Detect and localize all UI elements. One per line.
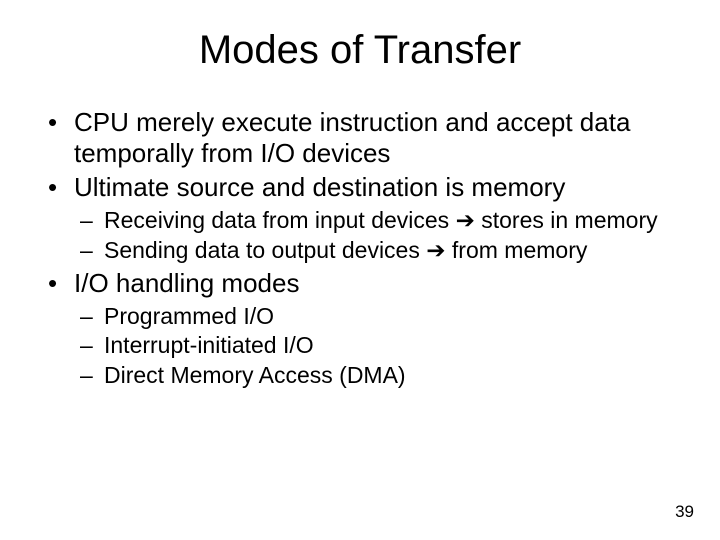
sub-bullet-item: Programmed I/O <box>74 303 684 331</box>
sub-bullet-list: Programmed I/O Interrupt-initiated I/O D… <box>74 303 684 390</box>
sub-bullet-text: Interrupt-initiated I/O <box>104 332 314 358</box>
bullet-item: CPU merely execute instruction and accep… <box>36 107 684 168</box>
sub-bullet-item: Sending data to output devices ➔ from me… <box>74 237 684 265</box>
bullet-text: I/O handling modes <box>74 268 299 298</box>
sub-bullet-text: Receiving data from input devices ➔ stor… <box>104 207 658 233</box>
sub-bullet-item: Receiving data from input devices ➔ stor… <box>74 207 684 235</box>
sub-bullet-item: Interrupt-initiated I/O <box>74 332 684 360</box>
bullet-item: I/O handling modes Programmed I/O Interr… <box>36 268 684 389</box>
sub-bullet-item: Direct Memory Access (DMA) <box>74 362 684 390</box>
page-number: 39 <box>675 502 694 522</box>
sub-bullet-text: Sending data to output devices ➔ from me… <box>104 237 587 263</box>
bullet-text: CPU merely execute instruction and accep… <box>74 107 630 168</box>
bullet-list: CPU merely execute instruction and accep… <box>36 107 684 390</box>
sub-bullet-text: Direct Memory Access (DMA) <box>104 362 406 388</box>
bullet-item: Ultimate source and destination is memor… <box>36 172 684 264</box>
bullet-text: Ultimate source and destination is memor… <box>74 172 565 202</box>
slide-title: Modes of Transfer <box>36 28 684 73</box>
sub-bullet-text: Programmed I/O <box>104 303 274 329</box>
sub-bullet-list: Receiving data from input devices ➔ stor… <box>74 207 684 264</box>
